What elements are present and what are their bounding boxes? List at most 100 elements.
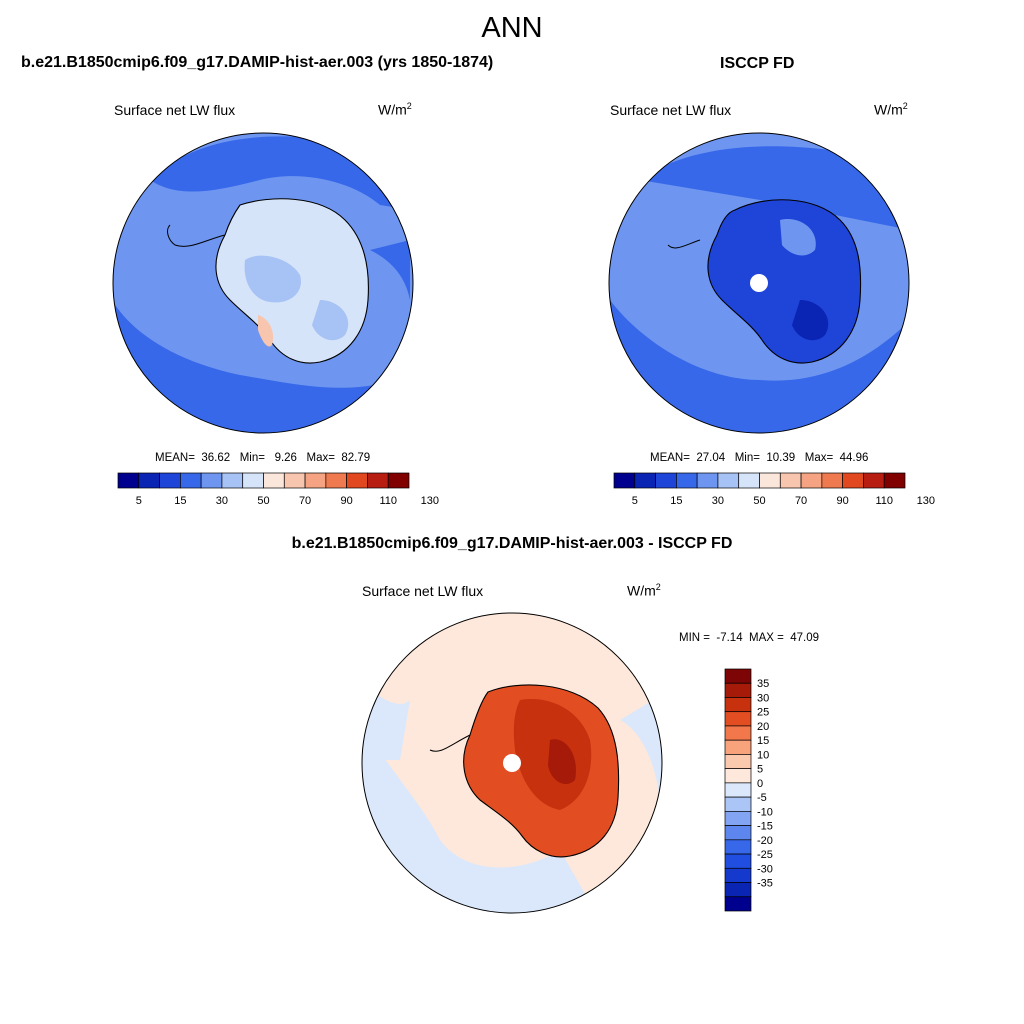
colorbar-box (387, 472, 410, 489)
colorbar-box (724, 853, 752, 869)
colorbar-box (724, 882, 752, 898)
land-region-b (312, 300, 349, 341)
colorbar-box (724, 825, 752, 841)
colorbar-tick-label: 15 (757, 735, 769, 747)
colorbar-tick-label: 110 (379, 495, 397, 507)
ocean-region-south (609, 300, 909, 433)
panel3-map (362, 613, 662, 913)
colorbar-tick-label: 70 (299, 495, 311, 507)
mean-value: 36.62 (201, 452, 231, 464)
panel2-map-border (608, 132, 910, 434)
max-label: MAX = (749, 632, 784, 644)
colorbar-box (821, 472, 843, 489)
colorbar-box (724, 668, 752, 684)
colorbar-box (724, 867, 752, 883)
colorbar-box (180, 472, 202, 489)
max-value: 82.79 (341, 452, 371, 464)
ocean-region-north (640, 146, 909, 230)
panel1-colorbar: 5 15 30 50 70 90 110 130 (117, 472, 439, 507)
panel2-colorbar: 5 15 30 50 70 90 110 130 (613, 472, 935, 507)
colorbar-box (117, 472, 140, 489)
colorbar-box (200, 472, 223, 489)
land-region-a (244, 255, 301, 303)
colorbar-box (283, 472, 306, 489)
colorbar-box (242, 472, 264, 489)
colorbar-tick-label: 50 (753, 495, 765, 507)
colorbar-box (759, 472, 781, 489)
colorbar-box (325, 472, 347, 489)
colorbar-tick-label: 10 (757, 749, 769, 761)
colorbar-box (724, 896, 752, 912)
colorbar-box (883, 472, 906, 489)
max-value: 47.09 (790, 632, 820, 644)
colorbar-box (738, 472, 760, 489)
colorbar-box (655, 472, 677, 489)
panel3-field-label: Surface net LW flux (362, 583, 484, 599)
land-region-warm (258, 315, 274, 347)
colorbar-tick-label: 0 (757, 778, 763, 790)
colorbar-box (696, 472, 719, 489)
colorbar-box (724, 697, 752, 713)
colorbar-tick-label: 5 (136, 495, 142, 507)
colorbar-box (724, 768, 752, 784)
ocean-region-south (113, 300, 413, 433)
mean-label: MEAN= (155, 452, 195, 464)
colorbar-box (159, 472, 181, 489)
panel3-map-border (361, 612, 663, 914)
peninsula-coast (429, 734, 471, 752)
colorbar-tick-label: 20 (757, 721, 769, 733)
max-value: 44.96 (839, 452, 869, 464)
land-region-b (792, 300, 829, 341)
colorbar-box (367, 472, 389, 489)
colorbar-box (779, 472, 802, 489)
colorbar-box (724, 811, 752, 826)
colorbar-box (221, 472, 244, 489)
panel1-units: W/m2 (378, 101, 412, 118)
colorbar-box (724, 754, 752, 769)
colorbar-box (263, 472, 285, 489)
colorbar-box (724, 796, 752, 812)
panel1-map (113, 133, 413, 433)
colorbar-tick-label: -20 (757, 835, 773, 847)
colorbar-tick-label: 30 (216, 495, 228, 507)
colorbar-tick-label: 130 (421, 495, 439, 507)
min-value: 9.26 (274, 452, 297, 464)
colorbar-tick-label: -5 (757, 792, 767, 804)
min-value: 10.39 (766, 452, 796, 464)
colorbar-tick-label: 30 (712, 495, 724, 507)
colorbar-tick-label: 90 (837, 495, 849, 507)
pole-hole (750, 274, 768, 292)
mean-value: 27.04 (696, 452, 726, 464)
min-value: -7.14 (716, 632, 743, 644)
colorbar-box (304, 472, 327, 489)
panel3-units: W/m2 (627, 582, 661, 599)
land-region-max (548, 739, 576, 785)
colorbar-tick-label: 15 (670, 495, 682, 507)
panel1-stats: MEAN= 36.62 Min= 9.26 Max= 82.79 (155, 452, 370, 464)
colorbar-tick-label: 110 (875, 495, 893, 507)
colorbar-box (863, 472, 885, 489)
min-label: Min= (734, 452, 760, 464)
colorbar-box (724, 839, 752, 855)
peninsula-coast (167, 224, 226, 247)
colorbar-tick-label: 35 (757, 678, 769, 690)
panel2-stats: MEAN= 27.04 Min= 10.39 Max= 44.96 (650, 452, 868, 464)
colorbar-box (346, 472, 368, 489)
panel3-stats: MIN = -7.14 MAX = 47.09 (679, 632, 819, 644)
panel1-map-border (112, 132, 414, 434)
panel1-title: b.e21.B1850cmip6.f09_g17.DAMIP-hist-aer.… (21, 54, 494, 71)
colorbar-box (634, 472, 656, 489)
panel2-units: W/m2 (874, 101, 908, 118)
page-title: ANN (481, 12, 543, 44)
panel2-title: ISCCP FD (720, 55, 795, 72)
colorbar-tick-label: -10 (757, 806, 773, 818)
panel3-colorbar: 35 30 25 20 15 10 5 0 -5 -10 -15 -20 -25 -30 -35 (724, 668, 773, 912)
ocean-region-east (370, 240, 410, 300)
colorbar-box (724, 782, 752, 798)
max-label: Max= (804, 452, 834, 464)
pole-hole (503, 754, 521, 772)
colorbar-box (138, 472, 160, 489)
colorbar-tick-label: 5 (632, 495, 638, 507)
colorbar-box (717, 472, 740, 489)
